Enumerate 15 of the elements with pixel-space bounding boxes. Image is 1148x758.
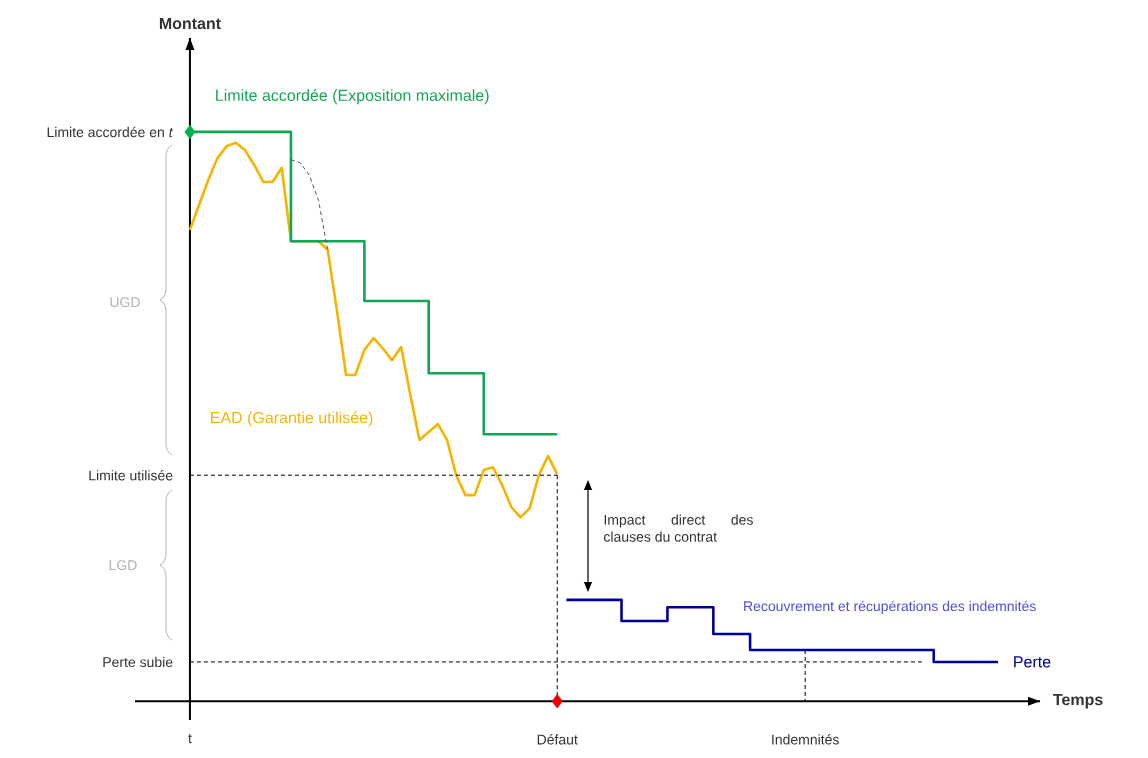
text: UGD [110, 297, 140, 308]
series-label: Limite accordée (Exposition maximale) [216, 89, 489, 105]
x-tick-label: t [188, 734, 192, 744]
text: Limite utilisée [89, 469, 173, 481]
text: Montant [159, 17, 221, 30]
annotation: Impact direct des clauses du contrat [604, 514, 753, 542]
x-tick-label: Indemnités [772, 734, 839, 745]
series-label: Perte [1014, 656, 1051, 668]
text: EAD (Garantie utilisée) [211, 411, 373, 427]
x-tick-label: Défaut [537, 734, 578, 745]
text: LGD [109, 560, 137, 571]
x-axis-title: Temps [1053, 694, 1103, 709]
annotation: Recouvrement et récupérations des indemnités [744, 600, 1036, 614]
text: Perte subie [103, 656, 173, 668]
text: Limite accordée en t [47, 126, 174, 138]
